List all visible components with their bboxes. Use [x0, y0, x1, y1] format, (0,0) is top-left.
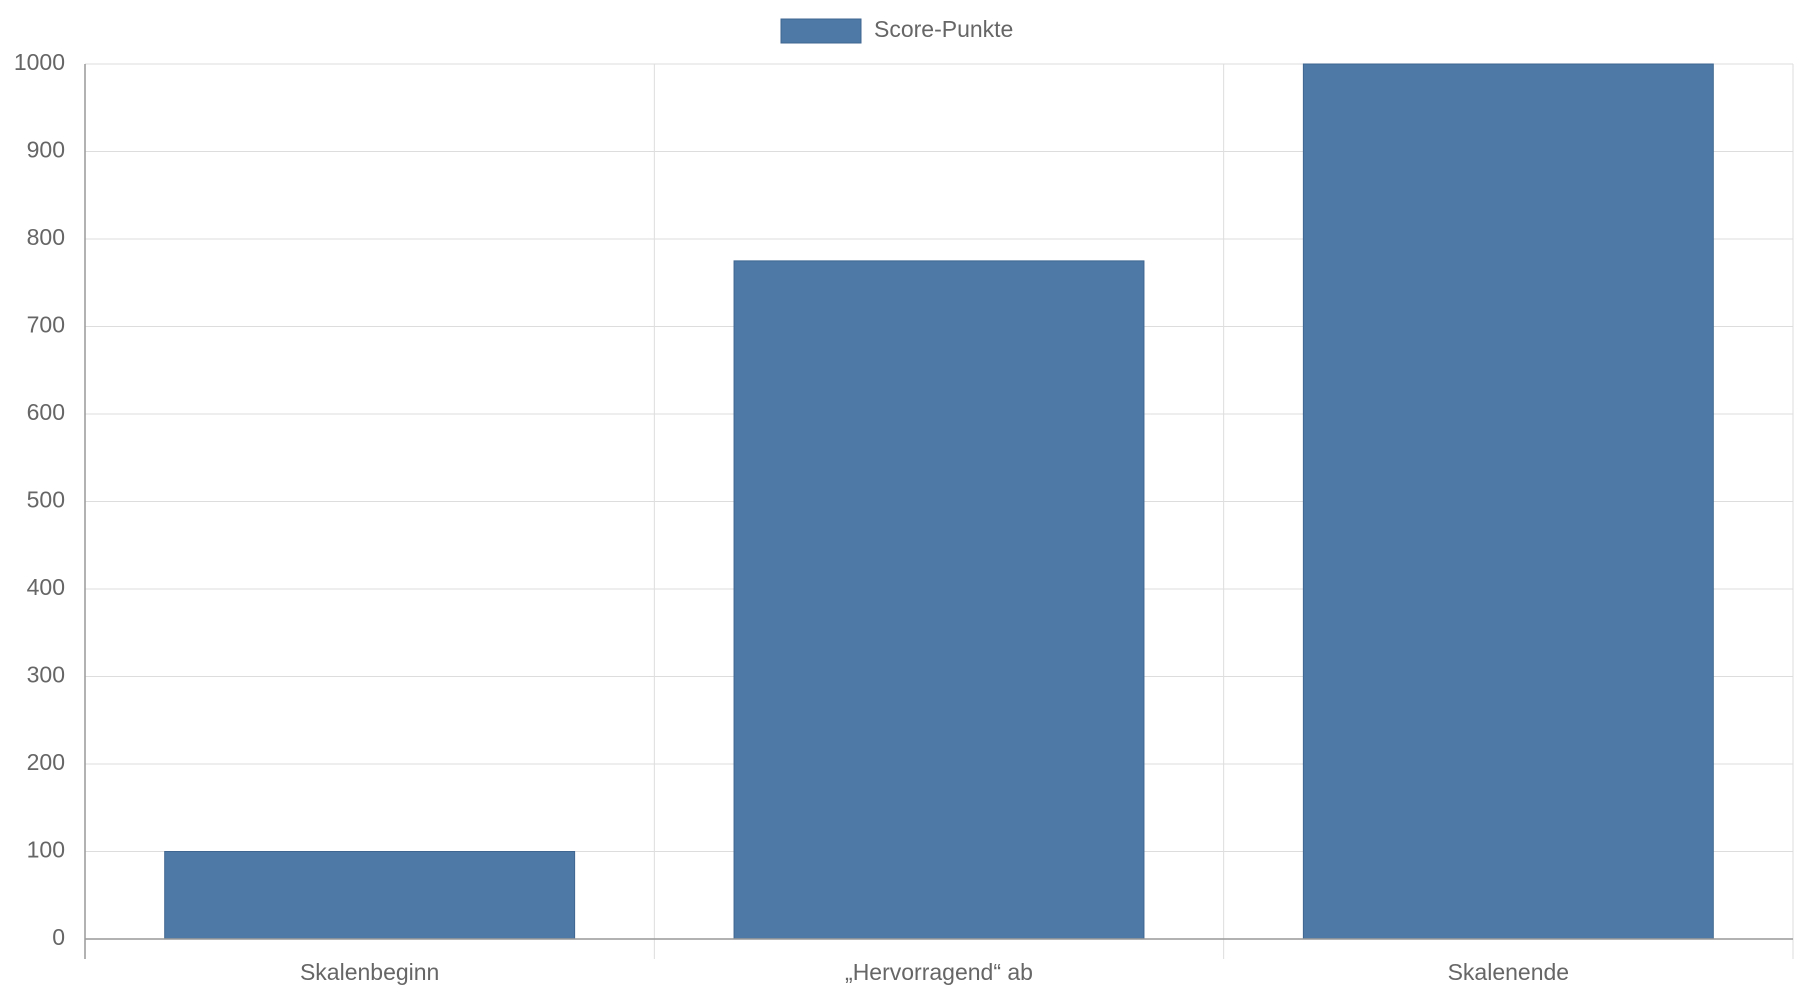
x-tick-label: Skalenbeginn	[300, 959, 439, 985]
bar	[1302, 63, 1714, 940]
x-tick-label: Skalenende	[1448, 959, 1570, 985]
y-tick-label: 800	[27, 224, 65, 250]
bar	[164, 851, 576, 940]
y-tick-label: 400	[27, 574, 65, 600]
y-tick-label: 300	[27, 662, 65, 688]
bar	[733, 260, 1145, 940]
x-tick-label: „Hervorragend“ ab	[845, 959, 1033, 985]
y-tick-label: 100	[27, 837, 65, 863]
y-tick-label: 700	[27, 312, 65, 338]
y-tick-label: 500	[27, 487, 65, 513]
y-tick-label: 200	[27, 749, 65, 775]
y-tick-label: 0	[52, 924, 65, 950]
y-tick-label: 1000	[14, 49, 65, 75]
y-tick-label: 900	[27, 137, 65, 163]
legend-label: Score-Punkte	[874, 16, 1013, 42]
legend-swatch	[780, 18, 862, 44]
y-tick-label: 600	[27, 399, 65, 425]
